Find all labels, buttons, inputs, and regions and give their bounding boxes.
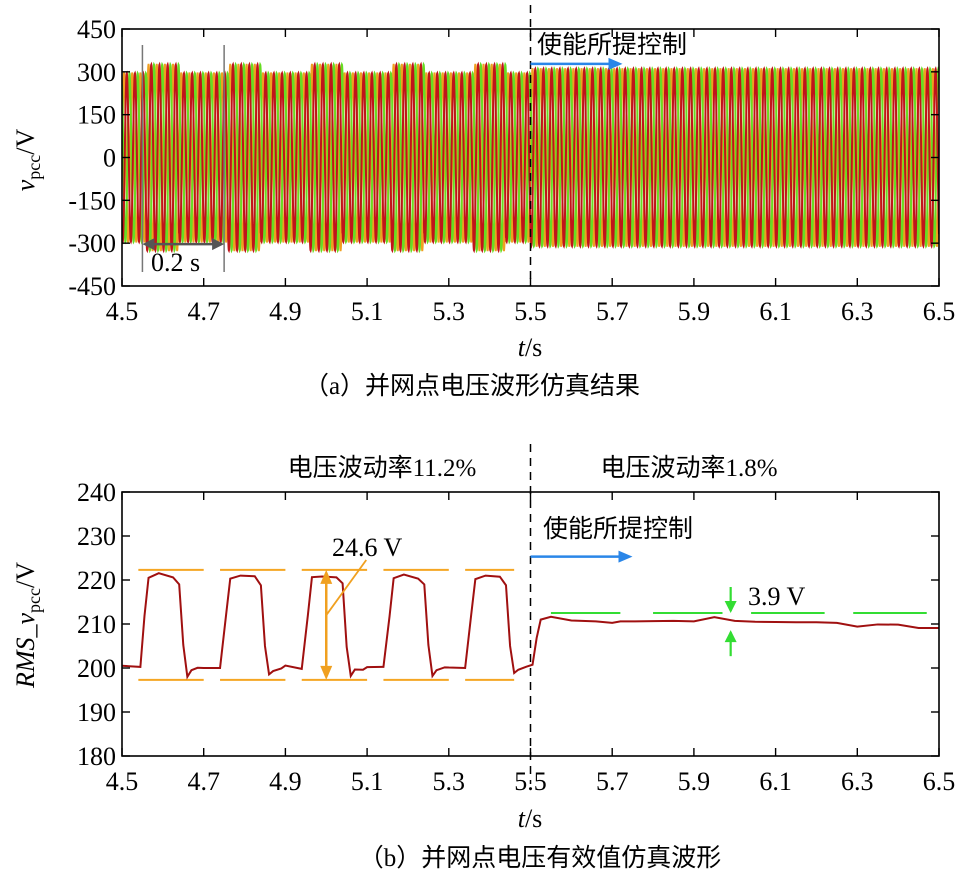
panel-b-before-ripple-label: 电压波动率11.2% xyxy=(288,454,477,482)
panel-b-swing-after-arrow xyxy=(724,587,737,657)
panel-b-swing-after-upper-head xyxy=(724,601,737,613)
panel-b-ylabel-sub: pcc xyxy=(24,588,44,613)
panel-b-x-ticks: 4.5 4.7 4.9 5.1 5.3 5.5 5.7 5.9 6.1 6.3 6.5 xyxy=(106,492,956,796)
panel-b-y-tick-label: 210 xyxy=(77,610,116,639)
panel-a-x-tick-label: 6.1 xyxy=(759,297,792,326)
panel-b-swing-after-lower-head xyxy=(724,630,737,643)
panel-a-y-tick-label: -300 xyxy=(68,229,116,258)
panel-b-x-axis-label: t/s xyxy=(518,804,543,833)
panel-b-x-tick-label: 5.7 xyxy=(596,767,629,796)
panel-a-x-tick-label: 5.9 xyxy=(678,297,711,326)
panel-b-reference-lines xyxy=(138,568,927,681)
panel-a-xlabel-var: t xyxy=(518,333,526,362)
panel-b-xlabel-unit: /s xyxy=(525,804,542,833)
panel-b-y-tick-label: 190 xyxy=(77,698,116,727)
panel-b-x-tick-label: 4.7 xyxy=(187,767,220,796)
panel-a-x-tick-label: 5.7 xyxy=(596,297,629,326)
panel-a-ylabel-sub: pcc xyxy=(24,155,44,180)
panel-a-x-tick-label: 4.7 xyxy=(187,297,220,326)
panel-b-swing-before-arrow xyxy=(320,569,333,680)
panel-a-y-tick-label: -450 xyxy=(68,272,116,301)
panel-b-x-tick-label: 5.3 xyxy=(433,767,466,796)
panel-a-x-tick-label: 5.5 xyxy=(514,297,547,326)
panel-b-y-tick-label: 230 xyxy=(77,522,116,551)
panel-a-x-tick-label: 5.1 xyxy=(351,297,384,326)
panel-a-y-tick-label: 150 xyxy=(77,101,116,130)
panel-a-period-left-head xyxy=(142,238,155,251)
panel-b-y-axis-label: RMS_vpcc/V xyxy=(11,562,44,689)
panel-b-swing-before-label: 24.6 V xyxy=(332,533,403,562)
panel-b-swing-before-leader xyxy=(325,559,367,616)
panel-b: 4.5 4.7 4.9 5.1 5.3 5.5 5.7 5.9 6.1 6.3 6.5 240230… xyxy=(11,444,955,872)
panel-a-x-tick-label: 6.5 xyxy=(923,297,956,326)
panel-b-swing-before-top-head xyxy=(320,569,333,584)
panel-b-after-ripple-label: 电压波动率1.8% xyxy=(600,454,777,482)
panel-a-x-tick-label: 4.9 xyxy=(269,297,302,326)
panel-a-period-label: 0.2 s xyxy=(151,248,200,277)
panel-a-ylabel-unit: /V xyxy=(11,129,40,155)
panel-b-y-tick-label: 220 xyxy=(77,566,116,595)
panel-a-x-ticks: 4.5 4.7 4.9 5.1 5.3 5.5 5.7 5.9 6.1 6.3 6.5 xyxy=(106,29,956,326)
panel-a-y-ticks: 450 300 150 0 -150 -300 -450 xyxy=(68,15,939,301)
panel-b-y-tick-label: 180 xyxy=(77,742,116,771)
panel-a-period-marker xyxy=(141,45,225,272)
panel-a-y-tick-label: 450 xyxy=(77,15,116,44)
panel-a-y-tick-label: -150 xyxy=(68,186,116,215)
panel-b-x-tick-label: 4.5 xyxy=(106,767,139,796)
panel-b-x-tick-label: 6.3 xyxy=(841,767,874,796)
panel-b-xlabel-var: t xyxy=(518,804,526,833)
panel-b-y-tick-label: 240 xyxy=(77,478,116,507)
panel-b-y-tick-label: 200 xyxy=(77,654,116,683)
panel-b-swing-after-label: 3.9 V xyxy=(748,582,806,611)
panel-a-caption: （a）并网点电压波形仿真结果 xyxy=(304,372,640,400)
panel-b-enable-label: 使能所提控制 xyxy=(543,515,693,543)
panel-a: 4.5 4.7 4.9 5.1 5.3 5.5 5.7 5.9 6.1 6.3 6.5 450 300… xyxy=(11,5,955,400)
panel-a-period-right-head xyxy=(212,238,225,251)
panel-b-x-tick-label: 5.9 xyxy=(678,767,711,796)
panel-b-x-tick-label: 4.9 xyxy=(269,767,302,796)
panel-b-caption: （b）并网点电压有效值仿真波形 xyxy=(359,844,722,872)
panel-a-x-tick-label: 6.3 xyxy=(841,297,874,326)
panel-a-y-tick-label: 0 xyxy=(103,144,116,173)
panel-b-ylabel-unit: /V xyxy=(11,562,40,588)
panel-b-swing-before-bottom-head xyxy=(320,665,333,680)
panel-a-enable-label: 使能所提控制 xyxy=(537,31,687,59)
panel-a-y-tick-label: 300 xyxy=(77,58,116,87)
panel-b-y-ticks: 240 230 220 210 200 190 180 xyxy=(77,478,939,771)
panel-b-x-tick-label: 5.1 xyxy=(351,767,384,796)
panel-a-series-phase-a xyxy=(122,63,939,252)
panel-b-ylabel-main: RMS_v xyxy=(11,612,40,689)
panel-b-x-tick-label: 6.5 xyxy=(923,767,956,796)
panel-a-y-axis-label: vpcc/V xyxy=(11,129,44,192)
panel-a-ylabel-main: v xyxy=(11,179,40,191)
panel-b-x-tick-label: 6.1 xyxy=(759,767,792,796)
panel-a-enable-arrowhead xyxy=(608,57,623,70)
panel-a-x-axis-label: t/s xyxy=(518,333,543,362)
panel-a-x-tick-label: 4.5 xyxy=(106,297,139,326)
panel-b-rms-series-line xyxy=(122,572,939,680)
panel-a-x-tick-label: 5.3 xyxy=(433,297,466,326)
panel-b-enable-arrowhead xyxy=(618,550,633,563)
panel-a-xlabel-unit: /s xyxy=(525,333,542,362)
